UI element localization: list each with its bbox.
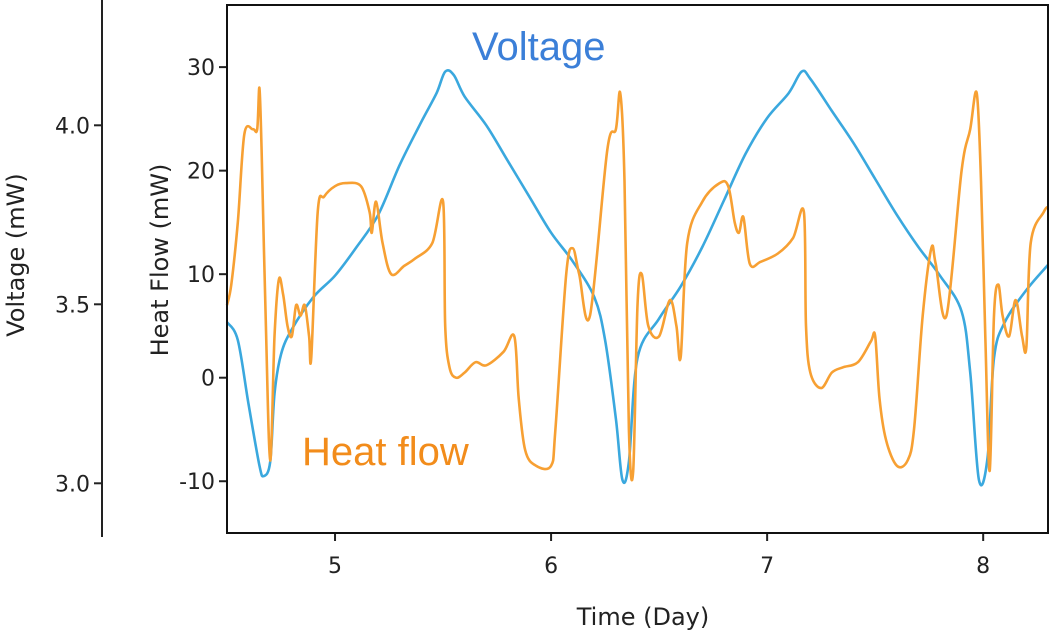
left-axis-tick-label: 3.5 xyxy=(55,293,90,318)
x-axis-title: Time (Day) xyxy=(576,603,709,631)
left-axis-title: Voltage (mW) xyxy=(2,173,30,337)
right-axis: 30 20 10 0 -10 xyxy=(179,56,227,495)
series-layer xyxy=(225,69,1049,487)
voltage-series-label: Voltage xyxy=(472,25,605,69)
x-axis-tick-label: 5 xyxy=(328,554,342,579)
x-axis: 5 6 7 8 xyxy=(328,533,990,579)
x-axis-tick-label: 6 xyxy=(544,554,558,579)
heatflow-series-label: Heat flow xyxy=(302,430,469,474)
left-axis-tick-label: 3.0 xyxy=(55,472,90,497)
plot-frame xyxy=(226,4,1049,534)
heatflow-axis-tick-label: 20 xyxy=(187,160,215,185)
x-axis-tick-label: 8 xyxy=(976,554,990,579)
voltage-series-line xyxy=(225,69,1049,487)
x-axis-tick-label: 7 xyxy=(760,554,774,579)
heatflow-axis-tick-label: 30 xyxy=(187,56,215,81)
left-axis: 4.0 3.5 3.0 xyxy=(55,0,103,537)
left-axis-tick-label: 4.0 xyxy=(55,114,90,139)
heatflow-axis-tick-label: -10 xyxy=(179,470,215,495)
heatflow-axis-tick-label: 0 xyxy=(201,367,215,392)
heatflow-series-line xyxy=(225,86,1049,482)
heatflow-axis-tick-label: 10 xyxy=(187,263,215,288)
right-axis-title: Heat Flow (mW) xyxy=(146,164,174,357)
